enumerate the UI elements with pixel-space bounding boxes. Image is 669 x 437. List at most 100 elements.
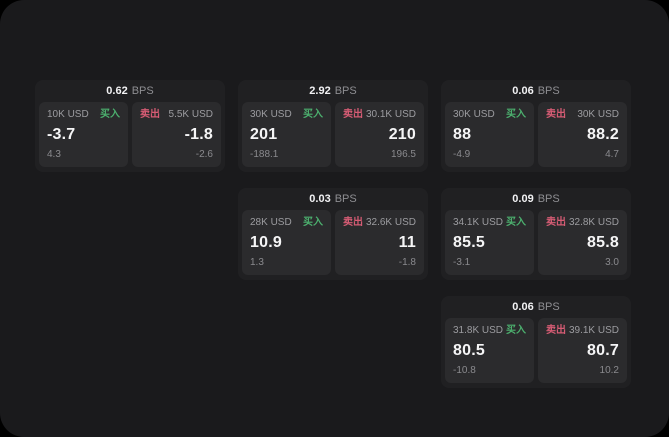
buy-price: 80.5 (453, 342, 485, 359)
sell-panel-top: 卖出 5.5K USD (140, 109, 213, 121)
buy-price: -3.7 (47, 126, 76, 143)
sell-amount: 32.6K USD (365, 217, 416, 228)
buy-tag: 买入 (506, 325, 526, 336)
sell-quote-panel[interactable]: 卖出 39.1K USD 80.7 10.2 (538, 318, 627, 383)
bps-value: 0.03 (309, 193, 331, 205)
buy-tag: 买入 (506, 217, 526, 228)
bps-value: 0.06 (512, 85, 534, 97)
sell-quote-panel[interactable]: 卖出 30K USD 88.2 4.7 (538, 102, 627, 167)
sell-tag: 卖出 (140, 109, 160, 120)
sell-amount: 5.5K USD (168, 109, 213, 120)
sell-change: -2.6 (195, 149, 213, 160)
buy-tag: 买入 (303, 217, 323, 228)
buy-amount: 34.1K USD (453, 217, 504, 228)
bps-value: 0.09 (512, 193, 534, 205)
bps-header: 2.92 BPS (242, 80, 424, 102)
sell-quote-panel[interactable]: 卖出 32.6K USD 11 -1.8 (335, 210, 424, 275)
sell-price: 88.2 (587, 126, 619, 143)
sell-quote-panel[interactable]: 卖出 30.1K USD 210 196.5 (335, 102, 424, 167)
sell-quote-panel[interactable]: 卖出 32.8K USD 85.8 3.0 (538, 210, 627, 275)
buy-panel-top: 34.1K USD 买入 (453, 217, 526, 229)
bps-value: 2.92 (309, 85, 331, 97)
bps-value: 0.06 (512, 301, 534, 313)
quote-card: 0.03 BPS 28K USD 买入 10.9 1.3 卖出 32.6K US… (238, 188, 428, 280)
buy-change: -3.1 (453, 257, 471, 268)
sell-panel-top: 卖出 30K USD (546, 109, 619, 121)
buy-price: 201 (250, 126, 278, 143)
quote-panels: 30K USD 买入 201 -188.1 卖出 30.1K USD 210 1… (242, 102, 424, 167)
buy-tag: 买入 (100, 109, 120, 120)
sell-amount: 39.1K USD (568, 325, 619, 336)
buy-price: 88 (453, 126, 472, 143)
quote-card: 0.09 BPS 34.1K USD 买入 85.5 -3.1 卖出 32.8K… (441, 188, 631, 280)
sell-panel-top: 卖出 32.8K USD (546, 217, 619, 229)
buy-change: -188.1 (250, 149, 279, 160)
sell-quote-panel[interactable]: 卖出 5.5K USD -1.8 -2.6 (132, 102, 221, 167)
buy-quote-panel[interactable]: 34.1K USD 买入 85.5 -3.1 (445, 210, 534, 275)
quote-card: 2.92 BPS 30K USD 买入 201 -188.1 卖出 30.1K … (238, 80, 428, 172)
sell-tag: 卖出 (343, 217, 363, 228)
quote-panels: 10K USD 买入 -3.7 4.3 卖出 5.5K USD -1.8 -2.… (39, 102, 221, 167)
buy-tag: 买入 (506, 109, 526, 120)
sell-amount: 30K USD (577, 109, 619, 120)
buy-amount: 30K USD (250, 109, 292, 120)
sell-change: -1.8 (398, 257, 416, 268)
buy-panel-top: 31.8K USD 买入 (453, 325, 526, 337)
quote-card: 0.62 BPS 10K USD 买入 -3.7 4.3 卖出 5.5K USD (35, 80, 225, 172)
sell-change: 10.2 (599, 365, 619, 376)
bps-unit: BPS (334, 85, 357, 97)
sell-amount: 32.8K USD (568, 217, 619, 228)
sell-panel-top: 卖出 32.6K USD (343, 217, 416, 229)
quote-panels: 31.8K USD 买入 80.5 -10.8 卖出 39.1K USD 80.… (445, 318, 627, 383)
quote-panels: 34.1K USD 买入 85.5 -3.1 卖出 32.8K USD 85.8… (445, 210, 627, 275)
bps-header: 0.03 BPS (242, 188, 424, 210)
buy-quote-panel[interactable]: 31.8K USD 买入 80.5 -10.8 (445, 318, 534, 383)
quote-card: 0.06 BPS 30K USD 买入 88 -4.9 卖出 30K USD (441, 80, 631, 172)
buy-amount: 31.8K USD (453, 325, 504, 336)
bps-header: 0.09 BPS (445, 188, 627, 210)
bps-unit: BPS (537, 301, 560, 313)
quote-panels: 28K USD 买入 10.9 1.3 卖出 32.6K USD 11 -1.8 (242, 210, 424, 275)
bps-unit: BPS (131, 85, 154, 97)
buy-amount: 28K USD (250, 217, 292, 228)
sell-tag: 卖出 (546, 217, 566, 228)
quote-card: 0.06 BPS 31.8K USD 买入 80.5 -10.8 卖出 39.1… (441, 296, 631, 388)
buy-tag: 买入 (303, 109, 323, 120)
sell-price: 11 (398, 234, 416, 251)
sell-change: 3.0 (605, 257, 619, 268)
buy-panel-top: 10K USD 买入 (47, 109, 120, 121)
sell-price: 80.7 (587, 342, 619, 359)
buy-price: 85.5 (453, 234, 485, 251)
buy-panel-top: 30K USD 买入 (453, 109, 526, 121)
buy-price: 10.9 (250, 234, 282, 251)
buy-quote-panel[interactable]: 28K USD 买入 10.9 1.3 (242, 210, 331, 275)
sell-change: 196.5 (390, 149, 416, 160)
bps-header: 0.62 BPS (39, 80, 221, 102)
sell-price: -1.8 (184, 126, 213, 143)
quote-cards-grid: 0.62 BPS 10K USD 买入 -3.7 4.3 卖出 5.5K USD (35, 80, 631, 388)
sell-price: 85.8 (587, 234, 619, 251)
buy-panel-top: 30K USD 买入 (250, 109, 323, 121)
bps-value: 0.62 (106, 85, 128, 97)
buy-change: -4.9 (453, 149, 471, 160)
buy-panel-top: 28K USD 买入 (250, 217, 323, 229)
sell-tag: 卖出 (546, 325, 566, 336)
bps-header: 0.06 BPS (445, 296, 627, 318)
buy-amount: 10K USD (47, 109, 89, 120)
sell-change: 4.7 (605, 149, 619, 160)
buy-amount: 30K USD (453, 109, 495, 120)
buy-change: 1.3 (250, 257, 264, 268)
bps-header: 0.06 BPS (445, 80, 627, 102)
sell-tag: 卖出 (343, 109, 363, 120)
bps-unit: BPS (537, 193, 560, 205)
buy-quote-panel[interactable]: 30K USD 买入 88 -4.9 (445, 102, 534, 167)
buy-quote-panel[interactable]: 30K USD 买入 201 -188.1 (242, 102, 331, 167)
bps-unit: BPS (334, 193, 357, 205)
quote-panels: 30K USD 买入 88 -4.9 卖出 30K USD 88.2 4.7 (445, 102, 627, 167)
buy-change: -10.8 (453, 365, 476, 376)
sell-amount: 30.1K USD (365, 109, 416, 120)
buy-quote-panel[interactable]: 10K USD 买入 -3.7 4.3 (39, 102, 128, 167)
sell-price: 210 (388, 126, 416, 143)
sell-tag: 卖出 (546, 109, 566, 120)
